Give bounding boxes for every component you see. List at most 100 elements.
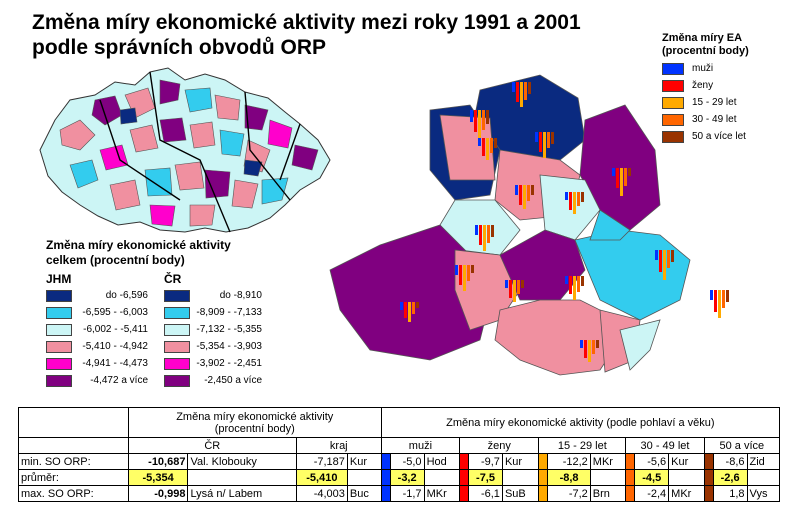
legend-swatch (662, 79, 684, 92)
district-bars (655, 250, 674, 280)
legend-swatch (662, 130, 684, 143)
data-table: Změna míry ekonomické aktivity (procentn… (18, 407, 781, 502)
legend-label: -5,410 - -4,942 (82, 341, 148, 352)
district-bars (470, 110, 489, 138)
legend-swatch (164, 324, 190, 336)
cell-50-name (746, 469, 781, 486)
cell-1529-name (589, 469, 627, 486)
cell-zeny-val: -9,7 (468, 453, 503, 470)
legend-ea: Změna míry EA (procentní body) (662, 32, 749, 58)
legend-label: -7,132 - -5,355 (196, 324, 262, 335)
cell-zeny-name: SuB (501, 485, 540, 502)
color-bar-muzi (380, 485, 391, 502)
col-50: 50 a více (703, 437, 781, 454)
legend-swatch (164, 290, 190, 302)
table-header-group2: Změna míry ekonomické aktivity (podle po… (380, 407, 781, 438)
legend-ea-title-line2: (procentní body) (662, 45, 749, 57)
cell-50-name: Zid (746, 453, 781, 470)
district-bars (515, 185, 534, 209)
legend-col-jhm: JHM (46, 272, 72, 286)
table-header-group1: Změna míry ekonomické aktivity (procentn… (127, 407, 382, 438)
legend-swatch (662, 62, 684, 75)
cell-1529-val: -7,2 (547, 485, 591, 502)
legend-swatch (662, 113, 684, 126)
legend-swatch (662, 96, 684, 109)
table-header-group1-line2: (procentní body) (214, 422, 295, 435)
table-header-group1-line1: Změna míry ekonomické aktivity (176, 410, 334, 423)
legend-label: -4,941 - -4,473 (82, 358, 148, 369)
col-cr: ČR (127, 437, 297, 454)
district-bars (565, 192, 584, 214)
legend-ea-item: 30 - 49 let (662, 113, 736, 126)
cell-zeny-name (501, 469, 540, 486)
map-title-line1: Změna míry ekonomické aktivity mezi roky… (32, 11, 581, 34)
cell-3049-val: -2,4 (634, 485, 670, 502)
legend-ea-item: 15 - 29 let (662, 96, 736, 109)
legend-label: -3,902 - -2,451 (196, 358, 262, 369)
district-bar-charts (400, 82, 729, 362)
legend-label: -6,595 - -6,003 (82, 307, 148, 318)
col-kraj: kraj (295, 437, 382, 454)
cell-muzi-val: -5,0 (389, 453, 425, 470)
row-label: min. SO ORP: (18, 453, 129, 470)
legend-label: do -8,910 (219, 290, 262, 301)
cell-zeny-val: -7,5 (468, 469, 503, 486)
col-15-29: 15 - 29 let (538, 437, 627, 454)
legend-label: muži (692, 62, 714, 74)
legend-label: 50 a více let (692, 130, 746, 142)
legend-swatch (46, 375, 72, 387)
district-bars (565, 276, 584, 300)
legend-total-title-line2: celkem (procentní body) (46, 253, 185, 267)
row-label: max. SO ORP: (18, 485, 129, 502)
cell-kraj-name (346, 469, 382, 486)
col-zeny: ženy (459, 437, 540, 454)
color-bar-zeny (459, 453, 470, 470)
district-bars (505, 280, 524, 302)
cell-50-val: -8,6 (712, 453, 748, 470)
legend-ea-title-line1: Změna míry EA (662, 32, 743, 44)
cell-3049-name (668, 469, 705, 486)
legend-label: 15 - 29 let (692, 96, 737, 108)
cell-3049-val: -4,5 (634, 469, 670, 486)
legend-label: 30 - 49 let (692, 113, 737, 125)
legend-swatch (46, 290, 72, 302)
col-30-49: 30 - 49 let (625, 437, 705, 454)
cell-muzi-name (423, 469, 461, 486)
cell-3049-val: -5,6 (634, 453, 670, 470)
color-bar-muzi (380, 469, 391, 486)
czech-republic-map (39, 67, 331, 233)
legend-ea-item: ženy (662, 79, 713, 92)
color-bar-zeny (459, 485, 470, 502)
cell-muzi-name: Hod (423, 453, 461, 470)
cell-cr-val: -10,687 (127, 453, 189, 470)
legend-ea-item: 50 a více let (662, 130, 746, 143)
color-bar-1529 (538, 453, 549, 470)
district-bars (612, 168, 631, 196)
cell-cr-val: -0,998 (127, 485, 189, 502)
color-bar-3049 (625, 469, 636, 486)
legend-label: ženy (692, 79, 714, 91)
cell-3049-name: Kur (668, 453, 705, 470)
legend-label: -5,354 - -3,903 (196, 341, 262, 352)
color-bar-50 (703, 453, 714, 470)
color-bar-zeny (459, 469, 470, 486)
legend-label: -2,450 a více (204, 375, 262, 386)
cell-zeny-val: -6,1 (468, 485, 503, 502)
table-row-max: max. SO ORP: -0,998 Lysá n/ Labem -4,003… (18, 485, 781, 502)
legend-swatch (164, 358, 190, 370)
cell-50-name: Vys (746, 485, 781, 502)
cell-kraj-val: -5,410 (295, 469, 348, 486)
district-bars (512, 82, 531, 107)
cell-muzi-name: MKr (423, 485, 461, 502)
legend-swatch (46, 307, 72, 319)
maps-canvas (39, 67, 729, 376)
legend-swatch (46, 341, 72, 353)
district-bars (478, 138, 497, 160)
cell-3049-name: MKr (668, 485, 705, 502)
cell-cr-name: Val. Klobouky (187, 453, 297, 470)
cell-kraj-val: -4,003 (295, 485, 348, 502)
district-bars (535, 132, 554, 158)
cell-1529-name: MKr (589, 453, 627, 470)
cell-kraj-name: Kur (346, 453, 382, 470)
cell-50-val: -2,6 (712, 469, 748, 486)
